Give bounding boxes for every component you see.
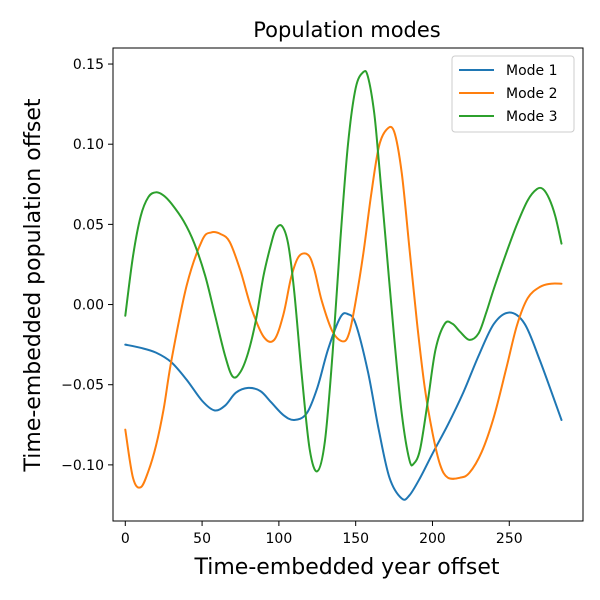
legend-box xyxy=(451,55,575,133)
series-line-mode-2 xyxy=(124,125,563,489)
y-tick-label: 0.10 xyxy=(73,137,104,153)
x-tick-label: 150 xyxy=(342,531,369,547)
x-tick-label: 200 xyxy=(419,531,446,547)
x-axis-label: Time-embedded year offset xyxy=(194,555,500,580)
y-tick-label: 0.05 xyxy=(73,217,104,233)
legend-label-mode-2: Mode 2 xyxy=(506,86,558,102)
plot-area: 0 50 100 150 200 250 −0.10 −0.05 0.00 0.05 0.10 0.… xyxy=(61,47,584,547)
x-tick-label: 100 xyxy=(266,531,293,547)
y-axis-ticks: −0.10 −0.05 0.00 0.05 0.10 0.15 xyxy=(61,57,113,474)
x-tick-label: 0 xyxy=(121,531,130,547)
y-tick-label: −0.05 xyxy=(61,378,104,394)
x-axis-ticks: 0 50 100 150 200 250 xyxy=(121,521,523,547)
series-line-mode-3 xyxy=(124,70,563,473)
series-line-mode-1 xyxy=(124,311,563,501)
y-tick-label: 0.15 xyxy=(73,57,104,73)
legend-label-mode-1: Mode 1 xyxy=(506,63,558,79)
y-axis-label: Time-embedded population offset xyxy=(21,98,46,472)
chart-title: Population modes xyxy=(253,18,441,42)
x-tick-label: 250 xyxy=(496,531,523,547)
x-tick-label: 50 xyxy=(193,531,211,547)
y-tick-label: 0.00 xyxy=(73,298,104,314)
series-layer xyxy=(124,70,563,501)
legend-label-mode-3: Mode 3 xyxy=(506,109,558,125)
y-tick-label: −0.10 xyxy=(61,458,104,474)
axes-frame xyxy=(112,47,584,522)
legend: Mode 1 Mode 2 Mode 3 xyxy=(451,55,575,133)
